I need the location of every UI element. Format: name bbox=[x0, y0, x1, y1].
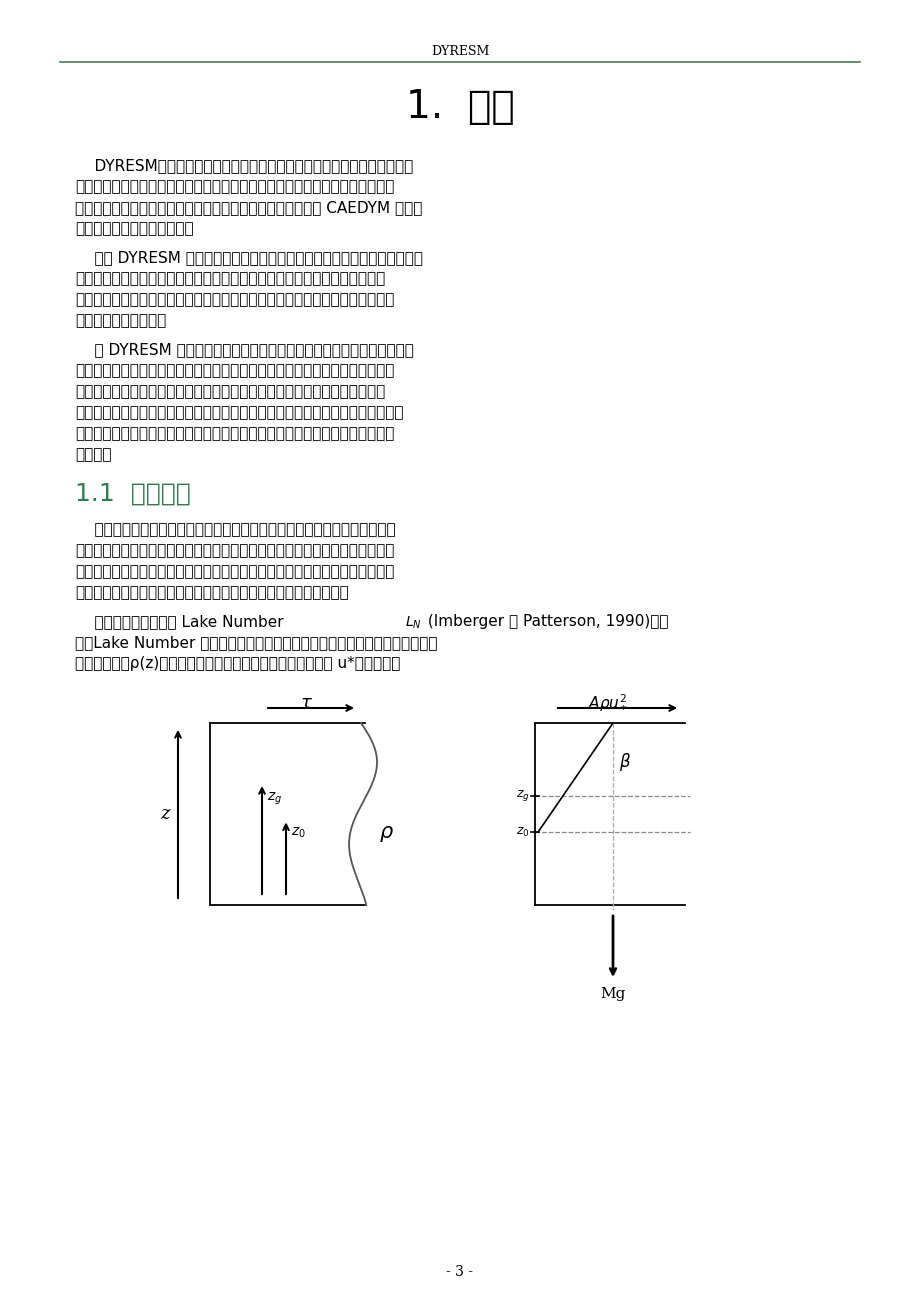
Text: 适的解。: 适的解。 bbox=[75, 447, 111, 462]
Text: $L_N$: $L_N$ bbox=[404, 615, 421, 631]
Text: $z_0$: $z_0$ bbox=[290, 825, 305, 840]
Text: $z_g$: $z_g$ bbox=[516, 788, 529, 803]
Text: z: z bbox=[160, 805, 170, 823]
Text: 产生的水平方向的交换在小于一天的时间尺度上被传播超过几公里。: 产生的水平方向的交换在小于一天的时间尺度上被传播超过几公里。 bbox=[75, 585, 348, 600]
Text: $\tau$: $\tau$ bbox=[300, 694, 312, 712]
Text: (Imberger 和 Patterson, 1990)来判: (Imberger 和 Patterson, 1990)来判 bbox=[423, 615, 668, 629]
Text: 并且分层的厚度被模型在内部动态调整以保证对于每一个过程，都能得到一个合: 并且分层的厚度被模型在内部动态调整以保证对于每一个过程，都能得到一个合 bbox=[75, 426, 394, 441]
Text: $\rho$: $\rho$ bbox=[379, 824, 393, 844]
Text: 减。假设此一维模型适合于超过一天的时间尺度的模拟，则由微弱的温度梯度所: 减。假设此一维模型适合于超过一天的时间尺度的模拟，则由微弱的温度梯度所 bbox=[75, 564, 394, 579]
Text: 具有任意分层ρ(z)的普通湖泊上作用着一个具有表面摩擦速度 u*的风速场：: 具有任意分层ρ(z)的普通湖泊上作用着一个具有表面摩擦速度 u*的风速场： bbox=[75, 656, 400, 671]
Text: 过程的，而不是基于经验的，从而不需要标定。此模型构成了 CAEDYM 水质模: 过程的，而不是基于经验的，从而不需要标定。此模型构成了 CAEDYM 水质模 bbox=[75, 201, 422, 215]
Text: 一维假定的有效性用 Lake Number: 一维假定的有效性用 Lake Number bbox=[75, 615, 283, 629]
Text: 化。由于这些分层的表面区域随着垂向位置的变化而变化以与水库的测深相一: 化。由于这些分层的表面区域随着垂向位置的变化而变化以与水库的测深相一 bbox=[75, 384, 385, 398]
Text: $A\rho u_*^2$: $A\rho u_*^2$ bbox=[587, 693, 627, 713]
Text: 一维假定是基于对湖泊中经常有密度分层的观察，在这些湖泊中，垂向运动: 一维假定是基于对湖泊中经常有密度分层的观察，在这些湖泊中，垂向运动 bbox=[75, 522, 395, 536]
Text: 向上的变化起了更加重要的作用。这就引起了层状结构，即水库表现为一系列: 向上的变化起了更加重要的作用。这就引起了层状结构，即水库表现为一系列 bbox=[75, 271, 385, 286]
Text: DYRESM: DYRESM bbox=[430, 46, 489, 59]
Text: 1.  引言: 1. 引言 bbox=[405, 89, 514, 126]
Text: 受到抑制，而水平方向上的密度变化却能够很快的被水平方向的平流和对流所削: 受到抑制，而水平方向上的密度变化却能够很快的被水平方向的平流和对流所削 bbox=[75, 543, 394, 559]
Text: Mg: Mg bbox=[600, 987, 625, 1001]
Text: 的水平分层。在这些分层中没有横向的和纵向的变化，任何属性的垂向分布图都: 的水平分层。在这些分层中没有横向的和纵向的变化，任何属性的垂向分布图都 bbox=[75, 292, 394, 307]
Text: 1.1  一维假定: 1.1 一维假定 bbox=[75, 482, 190, 506]
Text: 在 DYRESM 中这些分层具有不同的厚度：随着入流和出流进入和流出水: 在 DYRESM 中这些分层具有不同的厚度：随着入流和出流进入和流出水 bbox=[75, 342, 414, 357]
Text: 定。Lake Number 根据分层的稳定性和风的扰动的影响来进行定义，假设一个: 定。Lake Number 根据分层的稳定性和风的扰动的影响来进行定义，假设一个 bbox=[75, 635, 437, 650]
Text: 致，所以这些分层的垂向运动伴随着厚度的变化。混和用相邻分层的合并来模拟，: 致，所以这些分层的垂向运动伴随着厚度的变化。混和用相邻分层的合并来模拟， bbox=[75, 405, 403, 421]
Text: 模型，用来预测水体温度、盐度随水深和时间的变化。这些水动力学要素是基于: 模型，用来预测水体温度、盐度随水深和时间的变化。这些水动力学要素是基于 bbox=[75, 178, 394, 194]
Text: - 3 -: - 3 - bbox=[446, 1266, 473, 1279]
Text: 型的一维水动力学驱动程序。: 型的一维水动力学驱动程序。 bbox=[75, 221, 193, 236]
Text: $z_g$: $z_g$ bbox=[267, 792, 282, 807]
Text: DYRESM（水库动力学模拟模型）是一个面向湖泊和水库的一维水动力学: DYRESM（水库动力学模拟模型）是一个面向湖泊和水库的一维水动力学 bbox=[75, 158, 413, 173]
Text: $\beta$: $\beta$ bbox=[618, 751, 630, 773]
Text: 库，受影响的分层扩张或紧缩，那些上面的分层向上或向下运动以适应体积的变: 库，受影响的分层扩张或紧缩，那些上面的分层向上或向下运动以适应体积的变 bbox=[75, 363, 394, 378]
Text: 模型 DYRESM 是基于一个一维假定，那也就是说，垂向上的变化比水平方: 模型 DYRESM 是基于一个一维假定，那也就是说，垂向上的变化比水平方 bbox=[75, 250, 423, 266]
Text: 从各层的属性值得到。: 从各层的属性值得到。 bbox=[75, 312, 166, 328]
Text: $z_0$: $z_0$ bbox=[516, 825, 529, 838]
